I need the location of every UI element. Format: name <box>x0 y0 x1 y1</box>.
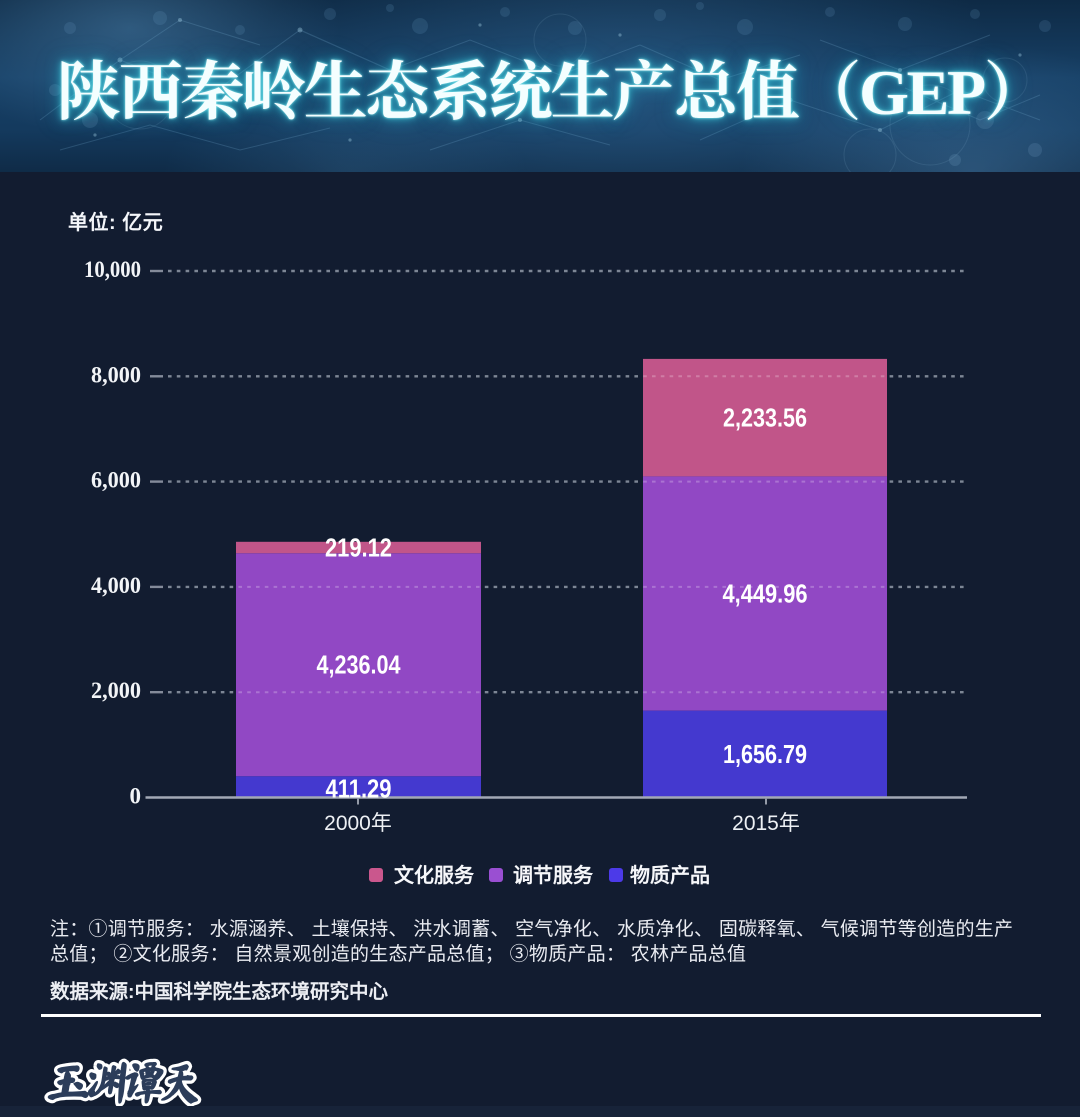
svg-text:1,656.79: 1,656.79 <box>723 739 807 769</box>
svg-text:文化服务: 文化服务 <box>394 863 475 887</box>
svg-text:2015年: 2015年 <box>732 812 800 835</box>
svg-text:2,233.56: 2,233.56 <box>723 403 807 433</box>
svg-text:0: 0 <box>130 784 142 809</box>
svg-text:物质产品: 物质产品 <box>630 863 710 887</box>
svg-text:219.12: 219.12 <box>325 533 392 563</box>
svg-text:调节服务: 调节服务 <box>513 863 594 887</box>
svg-text:6,000: 6,000 <box>91 468 141 493</box>
svg-text:玉渊谭天: 玉渊谭天 <box>44 1058 203 1105</box>
svg-text:411.29: 411.29 <box>326 774 392 804</box>
svg-text:4,236.04: 4,236.04 <box>317 650 401 680</box>
svg-text:4,449.96: 4,449.96 <box>723 579 808 609</box>
svg-text:2,000: 2,000 <box>91 678 141 703</box>
svg-text:2000年: 2000年 <box>324 812 392 835</box>
svg-text:10,000: 10,000 <box>84 257 141 282</box>
svg-text:8,000: 8,000 <box>91 362 141 387</box>
svg-text:4,000: 4,000 <box>91 573 141 598</box>
